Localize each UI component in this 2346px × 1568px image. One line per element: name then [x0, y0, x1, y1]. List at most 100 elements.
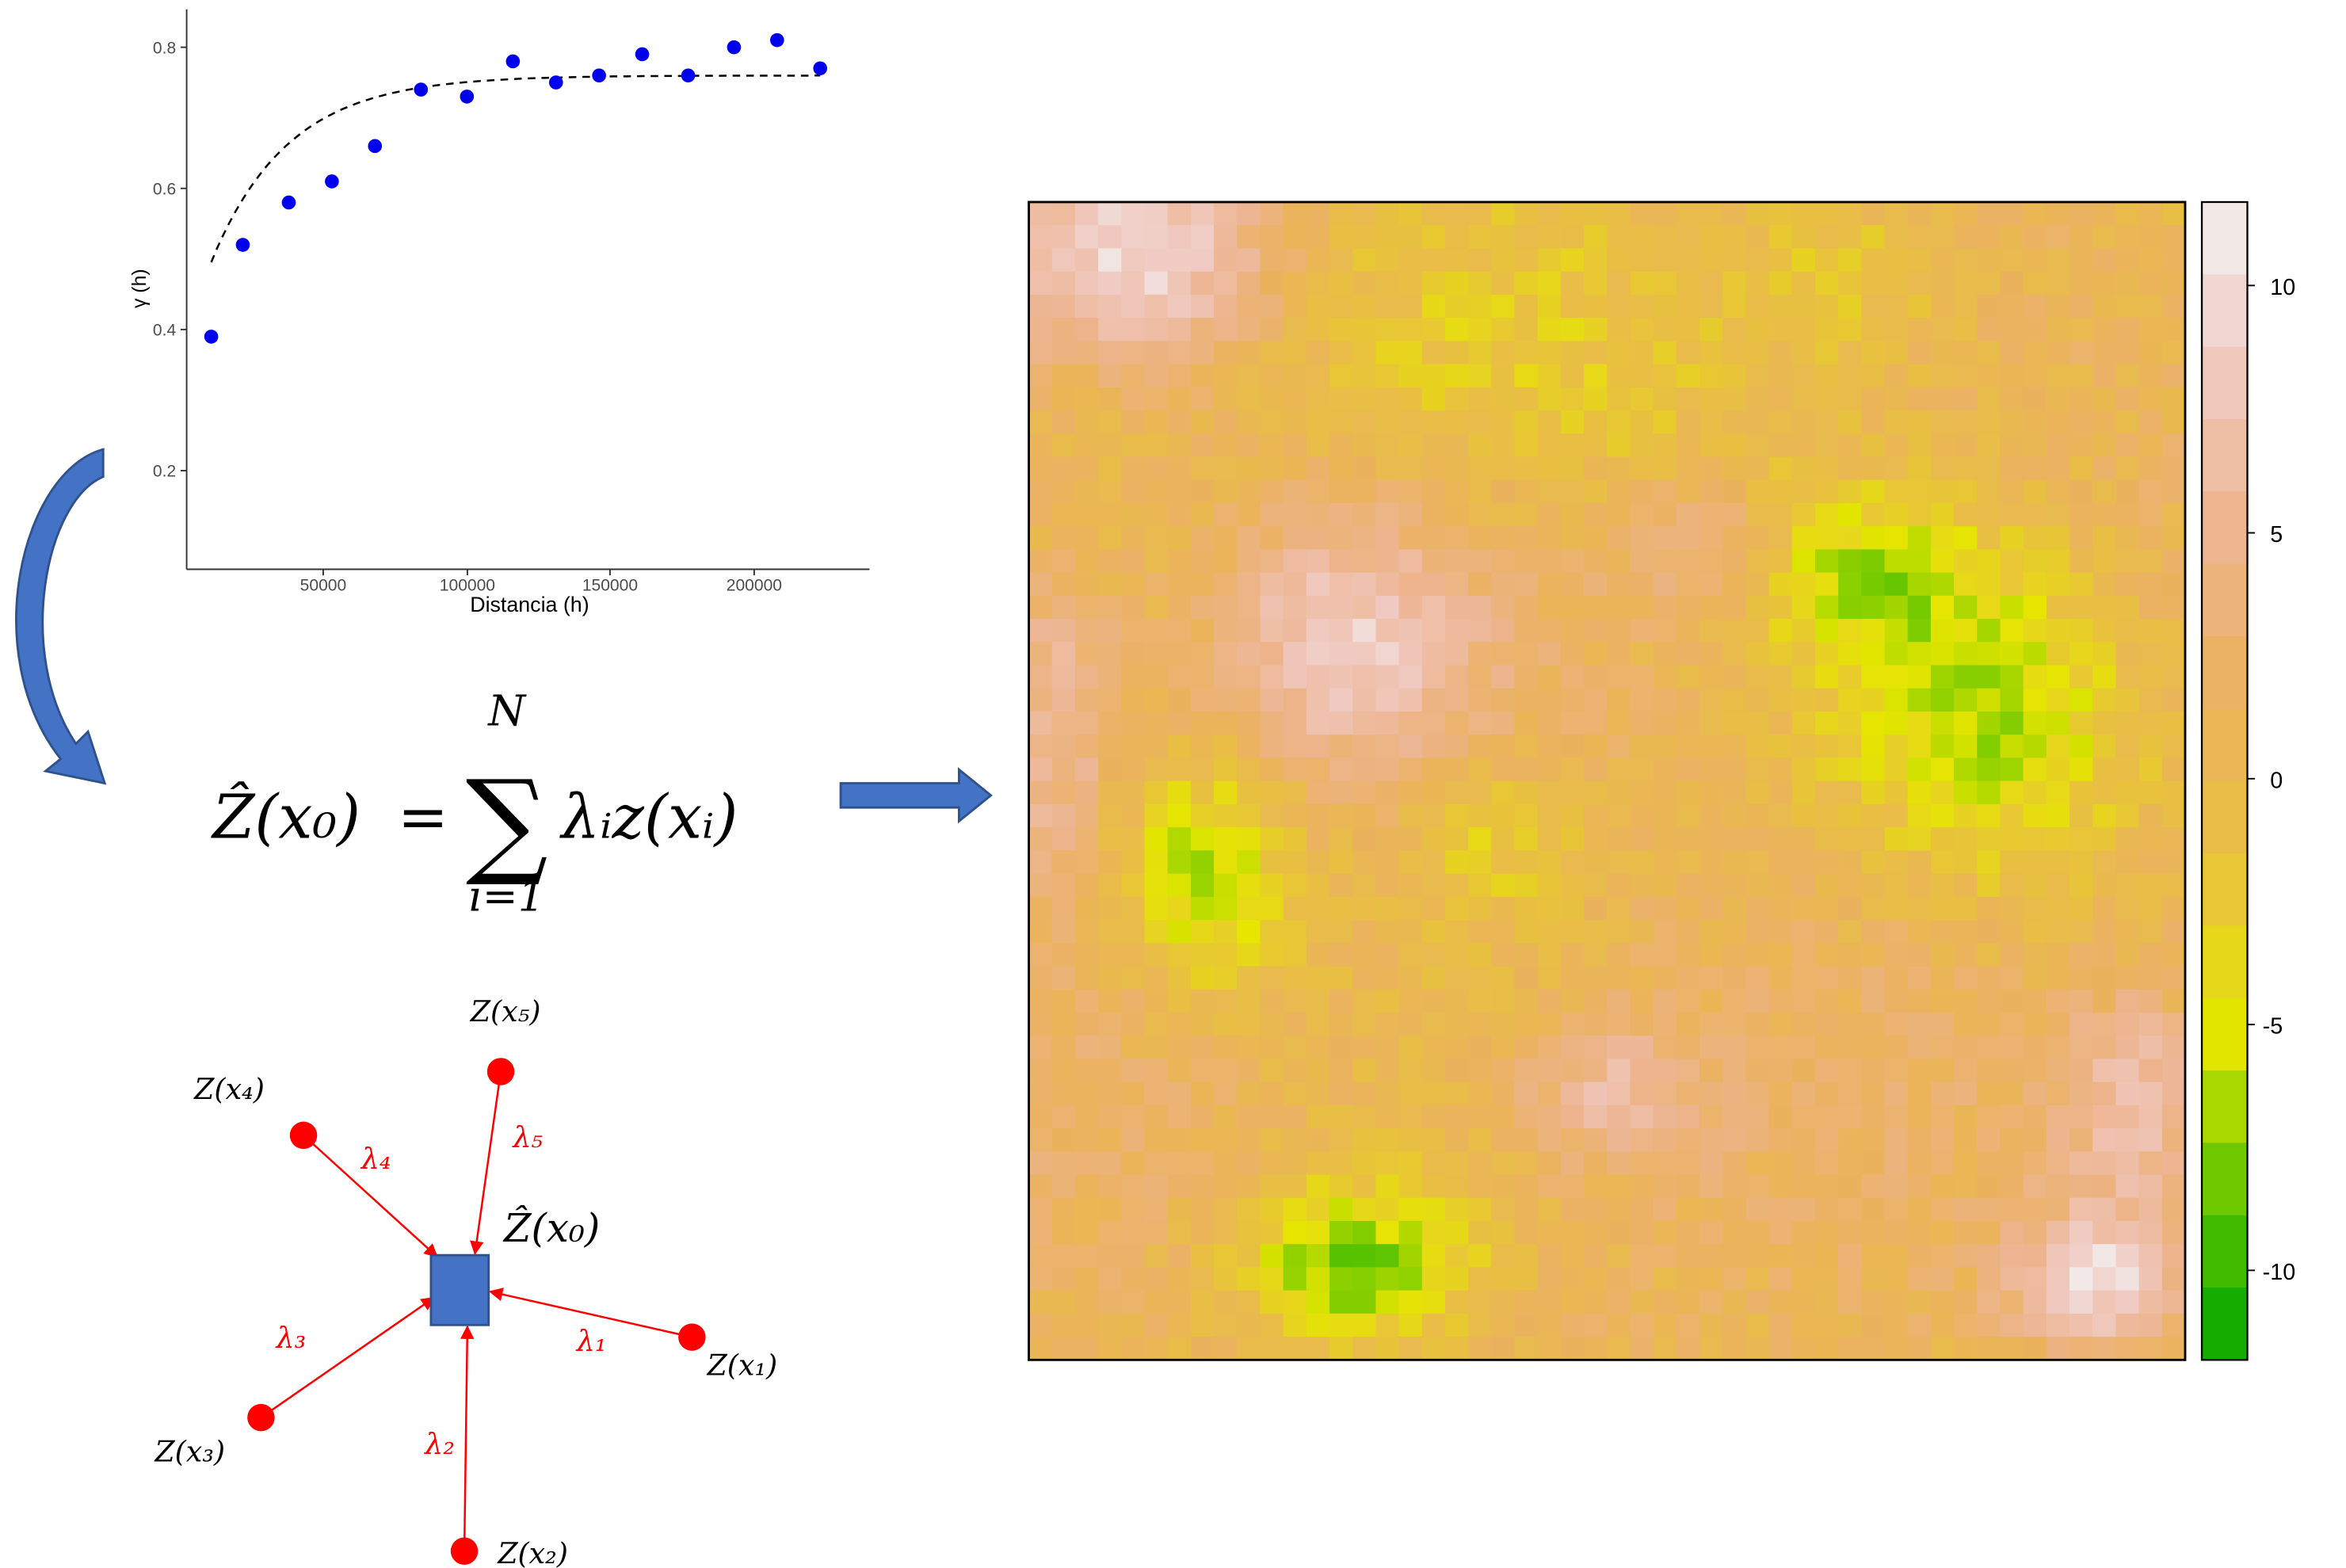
map-cell	[1144, 1151, 1169, 1176]
map-cell	[2000, 502, 2024, 527]
map-cell	[1884, 1244, 1909, 1269]
map-cell	[2046, 595, 2070, 620]
variogram-point	[769, 32, 784, 48]
map-cell	[2023, 1151, 2047, 1176]
map-cell	[1584, 1128, 1608, 1153]
map-cell	[1930, 1012, 1955, 1036]
map-cell	[1560, 479, 1585, 504]
map-cell	[1745, 989, 1770, 1013]
map-cell	[1260, 271, 1284, 296]
map-cell	[1607, 364, 1631, 388]
map-cell	[1375, 1267, 1400, 1291]
map-cell	[1167, 364, 1192, 388]
map-cell	[1190, 271, 1215, 296]
map-cell	[2069, 225, 2093, 250]
map-cell	[1537, 873, 1562, 898]
map-cell	[1491, 943, 1516, 967]
map-cell	[1074, 966, 1099, 990]
map-cell	[1861, 502, 1886, 527]
map-cell	[1398, 1082, 1423, 1106]
map-cell	[1884, 688, 1909, 712]
map-cell	[1954, 456, 1978, 481]
map-cell	[1630, 619, 1654, 643]
map-cell	[1814, 433, 1839, 458]
map-cell	[1190, 526, 1215, 551]
map-cell	[1630, 294, 1654, 319]
map-cell	[1745, 1267, 1770, 1291]
map-cell	[1491, 920, 1516, 944]
map-cell	[1907, 271, 1932, 296]
map-cell	[1653, 225, 1677, 250]
map-cell	[1491, 803, 1516, 828]
map-cell	[2115, 248, 2140, 273]
map-cell	[1098, 318, 1123, 342]
map-cell	[2046, 410, 2070, 435]
map-cell	[1190, 248, 1215, 273]
map-cell	[1098, 1220, 1123, 1245]
map-cell	[1977, 1012, 2001, 1036]
map-cell	[1283, 549, 1307, 574]
map-cell	[1699, 1174, 1723, 1199]
map-cell	[2046, 1128, 2070, 1153]
map-cell	[1260, 642, 1284, 666]
map-cell	[1745, 757, 1770, 782]
map-cell	[2115, 318, 2140, 342]
map-cell	[1838, 850, 1863, 875]
map-cell	[1214, 1267, 1238, 1291]
map-cell	[1676, 294, 1700, 319]
map-cell	[1329, 989, 1353, 1013]
map-cell	[2069, 850, 2093, 875]
map-cell	[1028, 943, 1053, 967]
map-cell	[1768, 225, 1793, 250]
map-cell	[1028, 665, 1053, 689]
map-cell	[2069, 1128, 2093, 1153]
map-cell	[2092, 387, 2117, 411]
map-cell	[1214, 294, 1238, 319]
map-cell	[1861, 318, 1886, 342]
map-cell	[1699, 526, 1723, 551]
map-cell	[1861, 526, 1886, 551]
map-cell	[1537, 433, 1562, 458]
map-cell	[2138, 201, 2163, 226]
map-cell	[1167, 1059, 1192, 1083]
map-cell	[1352, 1197, 1377, 1222]
map-cell	[1814, 1197, 1839, 1222]
map-cell	[1884, 642, 1909, 666]
map-cell	[1676, 642, 1700, 666]
map-cell	[2069, 665, 2093, 689]
map-cell	[1954, 665, 1978, 689]
map-cell	[1768, 780, 1793, 805]
map-cell	[2138, 943, 2163, 967]
map-cell	[2138, 1151, 2163, 1176]
map-cell	[1421, 318, 1446, 342]
map-cell	[1283, 502, 1307, 527]
map-cell	[1838, 1244, 1863, 1269]
map-cell	[1190, 1082, 1215, 1106]
map-cell	[2138, 1012, 2163, 1036]
map-cell	[1491, 619, 1516, 643]
map-cell	[1653, 271, 1677, 296]
map-cell	[2069, 1290, 2093, 1314]
map-cell	[1237, 410, 1261, 435]
map-cell	[1028, 827, 1053, 852]
map-cell	[1607, 410, 1631, 435]
map-cell	[1444, 1128, 1469, 1153]
map-cell	[1977, 873, 2001, 898]
map-cell	[1861, 1174, 1886, 1199]
map-cell	[1352, 711, 1377, 735]
map-cell	[1722, 549, 1747, 574]
map-cell	[1468, 1082, 1493, 1106]
map-cell	[1444, 1197, 1469, 1222]
map-cell	[1375, 1220, 1400, 1245]
map-cell	[1214, 734, 1238, 759]
map-cell	[2115, 1012, 2140, 1036]
map-cell	[1074, 1290, 1099, 1314]
variogram-point	[235, 238, 250, 252]
map-cell	[2092, 920, 2117, 944]
map-cell	[1537, 1036, 1562, 1060]
map-cell	[1791, 665, 1816, 689]
map-cell	[1237, 1197, 1261, 1222]
map-cell	[2161, 711, 2186, 735]
map-cell	[1098, 1012, 1123, 1036]
map-cell	[2023, 526, 2047, 551]
